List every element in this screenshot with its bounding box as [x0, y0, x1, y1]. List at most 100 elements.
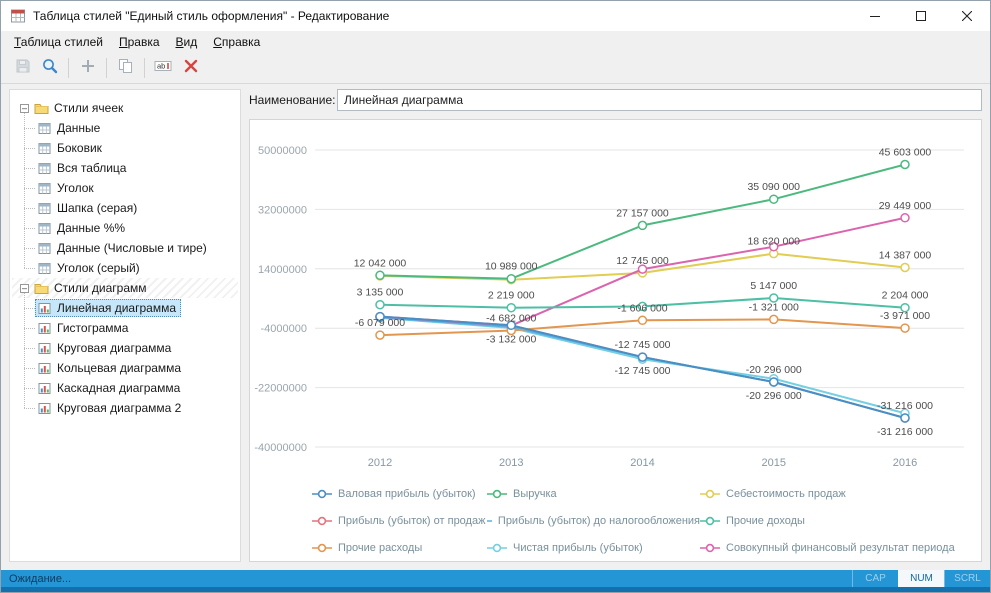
tree-item[interactable]: Данные %%: [12, 218, 238, 238]
tree-item-label: Кольцевая диаграмма: [57, 361, 181, 375]
legend-marker: [487, 543, 507, 553]
chart-style-icon: [38, 362, 52, 375]
legend-marker: [700, 489, 720, 499]
legend-item: Чистая прибыль (убыток): [487, 537, 700, 559]
chart-style-icon: [38, 342, 52, 355]
svg-text:2 204 000: 2 204 000: [882, 290, 929, 302]
tree-item[interactable]: Боковик: [12, 138, 238, 158]
legend-item: Совокупный финансовый результат периода: [700, 537, 981, 559]
status-bar: Ожидание... CAPNUMSCRL: [1, 570, 990, 592]
tree-item-label: Уголок: [57, 181, 94, 195]
toolbar-separator: [144, 58, 145, 78]
tree-item[interactable]: Кольцевая диаграмма: [12, 358, 238, 378]
tree-item-label: Линейная диаграмма: [57, 301, 176, 315]
chart-style-icon: [38, 402, 52, 415]
svg-text:-6 079 000: -6 079 000: [355, 317, 405, 329]
app-icon: [10, 8, 26, 24]
menu-style-table[interactable]: Таблица стилей: [6, 32, 111, 52]
tree-group-0[interactable]: – Стили ячеек: [12, 98, 238, 118]
tree-group-label: Стили ячеек: [54, 101, 123, 115]
tree-item[interactable]: Круговая диаграмма 2: [12, 398, 238, 418]
svg-text:29 449 000: 29 449 000: [879, 200, 932, 212]
tree-item[interactable]: Уголок (серый): [12, 258, 238, 278]
svg-text:32000000: 32000000: [258, 204, 307, 216]
editor-panel: Наименование: 500000003200000014000000-4…: [249, 89, 982, 562]
legend-item: Прочие доходы: [700, 510, 981, 532]
svg-text:50000000: 50000000: [258, 145, 307, 157]
table-style-icon: [38, 262, 52, 275]
svg-text:5 147 000: 5 147 000: [750, 280, 797, 292]
svg-text:-4000000: -4000000: [261, 323, 308, 335]
legend-label: Себестоимость продаж: [726, 488, 846, 500]
tree-item[interactable]: Шапка (серая): [12, 198, 238, 218]
menu-view[interactable]: Вид: [168, 32, 206, 52]
toolbar: ab: [1, 53, 990, 84]
legend-label: Совокупный финансовый результат периода: [726, 542, 955, 554]
tree-item[interactable]: Вся таблица: [12, 158, 238, 178]
tree-item-label: Уголок (серый): [57, 261, 140, 275]
save-button[interactable]: [9, 56, 36, 80]
tree-item[interactable]: Данные: [12, 118, 238, 138]
rename-button[interactable]: ab: [150, 56, 177, 80]
tree-item-label: Вся таблица: [57, 161, 126, 175]
chart-style-icon: [38, 322, 52, 335]
tree-item[interactable]: Линейная диаграмма: [12, 298, 238, 318]
add-button[interactable]: [74, 56, 101, 80]
rename-icon: ab: [154, 58, 174, 79]
zoom-button[interactable]: [36, 56, 63, 80]
tree-item[interactable]: Уголок: [12, 178, 238, 198]
style-tree: – Стили ячеек ДанныеБоковик Вся таблица Угол…: [9, 89, 241, 562]
tree-item-label: Шапка (серая): [57, 201, 137, 215]
legend-item: Прочие расходы: [312, 537, 487, 559]
legend-marker: [487, 516, 492, 526]
window-title: Таблица стилей "Единый стиль оформления"…: [33, 9, 389, 23]
toolbar-separator: [68, 58, 69, 78]
chart-legend: Валовая прибыль (убыток)ВыручкаСебестоим…: [250, 474, 981, 559]
delete-button[interactable]: [177, 56, 204, 80]
svg-text:45 603 000: 45 603 000: [879, 147, 932, 159]
legend-marker: [700, 516, 720, 526]
svg-text:-3 132 000: -3 132 000: [486, 333, 536, 345]
collapse-icon[interactable]: –: [20, 104, 29, 113]
folder-icon: [34, 282, 49, 294]
legend-marker: [312, 516, 332, 526]
svg-text:ab: ab: [157, 61, 165, 70]
close-button[interactable]: [944, 1, 990, 31]
legend-item: Прибыль (убыток) до налогообложения: [487, 510, 700, 532]
status-indicators: CAPNUMSCRL: [852, 570, 990, 587]
svg-text:-20 296 000: -20 296 000: [746, 364, 802, 376]
name-input[interactable]: [337, 89, 982, 111]
tree-item-label: Круговая диаграмма 2: [57, 401, 181, 415]
svg-text:-3 971 000: -3 971 000: [880, 310, 930, 322]
status-scrl-indicator: SCRL: [944, 570, 990, 587]
tree-item[interactable]: Данные (Числовые и тире): [12, 238, 238, 258]
collapse-icon[interactable]: –: [20, 284, 29, 293]
menu-edit[interactable]: Правка: [111, 32, 168, 52]
svg-text:-40000000: -40000000: [254, 442, 307, 454]
legend-label: Чистая прибыль (убыток): [513, 542, 643, 554]
status-text: Ожидание...: [9, 573, 71, 585]
table-style-icon: [38, 182, 52, 195]
tree-group-1[interactable]: –Стили диаграмм: [12, 278, 238, 298]
status-accent-strip: [1, 587, 990, 592]
legend-label: Прибыль (убыток) до налогообложения: [498, 515, 700, 527]
svg-text:-1 321 000: -1 321 000: [749, 301, 799, 313]
chart-preview: 500000003200000014000000-4000000-2200000…: [249, 119, 982, 562]
svg-text:14000000: 14000000: [258, 264, 307, 276]
title-bar: Таблица стилей "Единый стиль оформления"…: [1, 1, 990, 31]
minimize-button[interactable]: [852, 1, 898, 31]
svg-text:2015: 2015: [762, 457, 786, 469]
legend-item: Валовая прибыль (убыток): [312, 483, 487, 505]
tree-item[interactable]: Круговая диаграмма: [12, 338, 238, 358]
tree-item[interactable]: Гистограмма: [12, 318, 238, 338]
svg-text:12 745 000: 12 745 000: [616, 255, 669, 267]
legend-label: Прочие доходы: [726, 515, 805, 527]
legend-marker: [487, 489, 507, 499]
svg-text:-1 606 000: -1 606 000: [617, 302, 667, 314]
copy-button[interactable]: [112, 56, 139, 80]
menu-help[interactable]: Справка: [205, 32, 268, 52]
tree-item[interactable]: Каскадная диаграмма: [12, 378, 238, 398]
svg-text:-12 745 000: -12 745 000: [614, 365, 670, 377]
maximize-button[interactable]: [898, 1, 944, 31]
add-icon: [80, 58, 96, 79]
